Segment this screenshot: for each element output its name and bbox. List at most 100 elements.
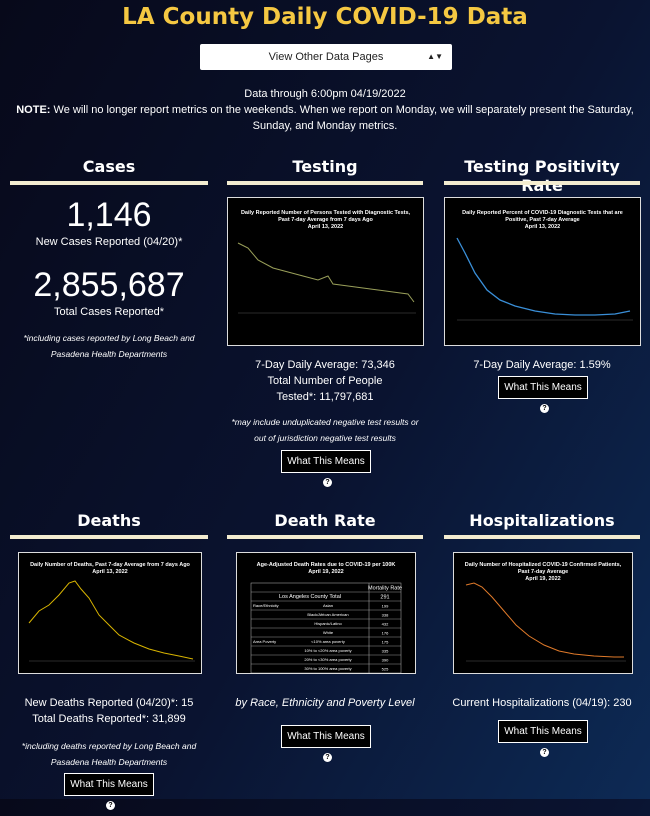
page-title: LA County Daily COVID-19 Data bbox=[122, 4, 528, 30]
help-icon: ? bbox=[323, 477, 332, 487]
section-rule bbox=[227, 535, 423, 539]
what-this-means-button[interactable]: What This Means? bbox=[281, 725, 371, 762]
chart-thumbnail bbox=[465, 582, 626, 662]
row-value: 335 bbox=[382, 648, 389, 653]
help-icon: ? bbox=[106, 800, 115, 810]
section-title: Death Rate bbox=[274, 511, 376, 530]
row-value: 175 bbox=[382, 639, 389, 644]
section-title: Testing bbox=[292, 157, 358, 176]
note-text: We will no longer report metrics on the … bbox=[53, 104, 634, 132]
trend-line bbox=[465, 582, 624, 658]
rate-table: Mortality Rate Los Angeles County Total 29… bbox=[250, 582, 402, 673]
testing-total: Total Number of People Tested*: 11,797,6… bbox=[267, 375, 383, 403]
data-through: Data through 6:00pm 04/19/2022 bbox=[244, 88, 406, 100]
deaths-chart: Daily Number of Deaths, Past 7-day Avera… bbox=[18, 552, 202, 674]
what-this-means-button[interactable]: What This Means? bbox=[64, 773, 154, 810]
cases-footnote: *including cases reported by Long Beach … bbox=[23, 333, 195, 359]
positivity-average: 7-Day Daily Average: 1.59% bbox=[473, 359, 611, 371]
chart-date: April 19, 2022 bbox=[525, 576, 561, 582]
row-value: 291 bbox=[380, 594, 389, 600]
chart-title-text: Daily Reported Percent of COVID-19 Diagn… bbox=[462, 210, 623, 223]
row-label: Asian bbox=[323, 603, 333, 608]
new-deaths: New Deaths Reported (04/20)*: 15 bbox=[24, 697, 194, 709]
what-this-means-button[interactable]: What This Means? bbox=[498, 720, 588, 757]
row-value: 432 bbox=[382, 621, 389, 626]
section-rule bbox=[10, 535, 208, 539]
testing-chart: Daily Reported Number of Persons Tested … bbox=[227, 197, 424, 346]
chart-title: Daily Number of Deaths, Past 7-day Avera… bbox=[27, 562, 193, 576]
total-cases-value: 2,855,687 bbox=[33, 266, 185, 304]
row-label: <10% area poverty bbox=[311, 639, 345, 644]
chart-title: Daily Reported Number of Persons Tested … bbox=[236, 210, 415, 231]
button-label: What This Means bbox=[504, 726, 582, 737]
help-icon: ? bbox=[540, 747, 549, 757]
button-label: What This Means bbox=[504, 382, 582, 393]
dropdown-arrow: ▲▼ bbox=[427, 52, 443, 61]
death-rate-caption: by Race, Ethnicity and Poverty Level bbox=[235, 697, 415, 709]
new-cases-value: 1,146 bbox=[66, 196, 152, 234]
help-icon: ? bbox=[323, 752, 332, 762]
section-rule bbox=[444, 181, 640, 185]
button-label: What This Means bbox=[287, 456, 365, 467]
testing-average: 7-Day Daily Average: 73,346 bbox=[255, 359, 395, 371]
total-deaths: Total Deaths Reported*: 31,899 bbox=[32, 713, 186, 725]
deaths-footnote: *including deaths reported by Long Beach… bbox=[21, 741, 197, 767]
row-value: 390 bbox=[382, 657, 389, 662]
testing-footnote: *may include unduplicated negative test … bbox=[231, 417, 419, 443]
section-title: Hospitalizations bbox=[469, 511, 615, 530]
death-rate-table-image: Age-Adjusted Death Rates due to COVID-19… bbox=[236, 552, 416, 674]
row-group: Area Poverty bbox=[253, 639, 276, 644]
note: NOTE: We will no longer report metrics o… bbox=[10, 102, 640, 134]
what-this-means-button[interactable]: What This Means? bbox=[498, 376, 588, 413]
section-title: Testing Positivity Rate bbox=[464, 157, 620, 195]
note-label: NOTE: bbox=[16, 104, 51, 116]
chart-thumbnail bbox=[28, 580, 195, 662]
current-hospitalizations: Current Hospitalizations (04/19): 230 bbox=[452, 697, 632, 709]
hospitalizations-chart: Daily Number of Hospitalized COVID-19 Co… bbox=[453, 552, 633, 674]
row-label: 20% to <30% area poverty bbox=[304, 657, 351, 662]
section-rule bbox=[227, 181, 423, 185]
chart-title-text: Daily Reported Number of Persons Tested … bbox=[240, 210, 411, 223]
table-title-text: Age-Adjusted Death Rates due to COVID-19… bbox=[256, 562, 396, 568]
table-date: April 19, 2022 bbox=[308, 569, 344, 575]
chart-title: Daily Reported Percent of COVID-19 Diagn… bbox=[453, 210, 632, 231]
row-value: 525 bbox=[382, 666, 389, 671]
section-title: Deaths bbox=[77, 511, 141, 530]
section-rule bbox=[444, 535, 640, 539]
chart-title-text: Daily Number of Deaths, Past 7-day Avera… bbox=[30, 562, 190, 568]
row-label: Los Angeles County Total bbox=[279, 594, 341, 600]
chart-title: Daily Number of Hospitalized COVID-19 Co… bbox=[462, 562, 624, 583]
dropdown-label: View Other Data Pages bbox=[268, 51, 384, 63]
trend-line bbox=[456, 237, 631, 316]
row-label: 10% to <20% area poverty bbox=[304, 648, 351, 653]
section-title: Cases bbox=[82, 157, 136, 176]
total-cases-label: Total Cases Reported* bbox=[53, 306, 165, 318]
row-label: Hispanic/Latino bbox=[314, 621, 342, 626]
help-icon: ? bbox=[540, 403, 549, 413]
trend-line bbox=[237, 242, 415, 303]
button-label: What This Means bbox=[287, 731, 365, 742]
data-pages-dropdown[interactable]: View Other Data Pages ▲▼ bbox=[200, 44, 452, 70]
positivity-chart: Daily Reported Percent of COVID-19 Diagn… bbox=[444, 197, 641, 346]
section-rule bbox=[10, 181, 208, 185]
chart-date: April 13, 2022 bbox=[92, 569, 128, 575]
button-label: What This Means bbox=[70, 779, 148, 790]
what-this-means-button[interactable]: What This Means? bbox=[281, 450, 371, 487]
row-label: 30% to 100% area poverty bbox=[304, 666, 351, 671]
column-header: Mortality Rate bbox=[368, 586, 402, 592]
row-value: 338 bbox=[382, 612, 389, 617]
table-title: Age-Adjusted Death Rates due to COVID-19… bbox=[245, 562, 407, 576]
chart-thumbnail bbox=[456, 237, 633, 321]
row-label: Black/African American bbox=[307, 612, 348, 617]
row-label: White bbox=[323, 630, 334, 635]
new-cases-label: New Cases Reported (04/20)* bbox=[35, 236, 183, 248]
trend-line bbox=[28, 580, 194, 660]
chart-date: April 13, 2022 bbox=[307, 224, 344, 230]
row-group: Race/Ethnicity bbox=[253, 603, 279, 608]
chart-title-text: Daily Number of Hospitalized COVID-19 Co… bbox=[464, 562, 622, 575]
chart-date: April 13, 2022 bbox=[524, 224, 561, 230]
row-value: 176 bbox=[382, 630, 389, 635]
row-value: 199 bbox=[382, 603, 389, 608]
chart-thumbnail bbox=[237, 242, 416, 314]
